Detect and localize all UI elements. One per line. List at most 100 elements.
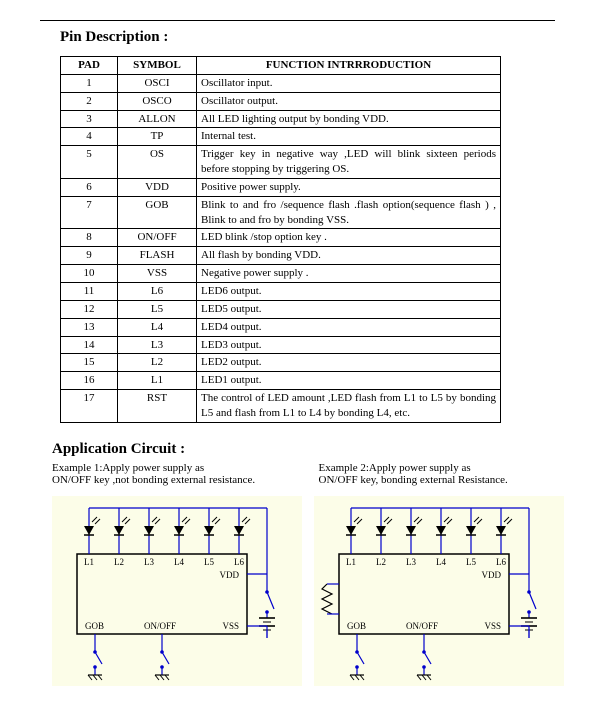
led-icon bbox=[496, 526, 506, 535]
cell-symbol: FLASH bbox=[118, 247, 197, 265]
top-rule bbox=[40, 20, 555, 21]
cell-symbol: L4 bbox=[118, 318, 197, 336]
led-arrow bbox=[414, 517, 419, 522]
ground-icon bbox=[93, 675, 97, 680]
table-row: 1OSCIOscillator input. bbox=[61, 74, 501, 92]
cell-function: All flash by bonding VDD. bbox=[197, 247, 501, 265]
led-arrow bbox=[357, 519, 362, 524]
onoff-label: ON/OFF bbox=[144, 621, 176, 631]
ground-icon bbox=[155, 675, 159, 680]
led-arrow bbox=[384, 517, 389, 522]
led-arrow bbox=[152, 517, 157, 522]
cell-symbol: L5 bbox=[118, 300, 197, 318]
cell-function: LED2 output. bbox=[197, 354, 501, 372]
led-arrow bbox=[95, 519, 100, 524]
led-arrow bbox=[125, 519, 130, 524]
pin-label-top: L1 bbox=[346, 557, 356, 567]
cell-pad: 3 bbox=[61, 110, 118, 128]
ground-icon bbox=[360, 675, 364, 680]
pin-label-top: L4 bbox=[436, 557, 446, 567]
led-arrow bbox=[444, 517, 449, 522]
cell-function: Positive power supply. bbox=[197, 178, 501, 196]
cell-symbol: OSCI bbox=[118, 74, 197, 92]
gob-label: GOB bbox=[347, 621, 366, 631]
th-symbol: SYMBOL bbox=[118, 57, 197, 75]
cell-symbol: OSCO bbox=[118, 92, 197, 110]
pin-label-top: L1 bbox=[84, 557, 94, 567]
cell-symbol: GOB bbox=[118, 196, 197, 229]
vdd-label: VDD bbox=[220, 570, 240, 580]
cell-pad: 6 bbox=[61, 178, 118, 196]
cell-function: LED1 output. bbox=[197, 372, 501, 390]
pin-table: PAD SYMBOL FUNCTION INTRRRODUCTION 1OSCI… bbox=[60, 56, 501, 423]
led-icon bbox=[234, 526, 244, 535]
gob-label: GOB bbox=[85, 621, 104, 631]
cell-function: Oscillator output. bbox=[197, 92, 501, 110]
onoff-label: ON/OFF bbox=[406, 621, 438, 631]
led-icon bbox=[466, 526, 476, 535]
cell-pad: 17 bbox=[61, 390, 118, 423]
led-arrow bbox=[245, 519, 250, 524]
cell-symbol: VSS bbox=[118, 265, 197, 283]
cell-function: Trigger key in negative way ,LED will bl… bbox=[197, 146, 501, 179]
cell-pad: 8 bbox=[61, 229, 118, 247]
ground-icon bbox=[417, 675, 421, 680]
table-row: 7GOBBlink to and fro /sequence flash .fl… bbox=[61, 196, 501, 229]
led-arrow bbox=[92, 517, 97, 522]
table-row: 14L3LED3 output. bbox=[61, 336, 501, 354]
cell-pad: 11 bbox=[61, 282, 118, 300]
pin-label-top: L5 bbox=[204, 557, 214, 567]
example-2-text: Example 2:Apply power supply as ON/OFF k… bbox=[319, 462, 556, 486]
ground-icon bbox=[88, 675, 92, 680]
cell-pad: 13 bbox=[61, 318, 118, 336]
cell-pad: 7 bbox=[61, 196, 118, 229]
led-icon bbox=[84, 526, 94, 535]
example-1-text: Example 1:Apply power supply as ON/OFF k… bbox=[52, 462, 289, 486]
pin-label-top: L4 bbox=[174, 557, 184, 567]
switch-lever bbox=[267, 592, 274, 609]
table-row: 8ON/OFFLED blink /stop option key . bbox=[61, 229, 501, 247]
circuit-2: L1L2L3L4L5L6VDDVSSGOBON/OFF bbox=[314, 496, 564, 686]
cell-pad: 12 bbox=[61, 300, 118, 318]
pin-label-top: L3 bbox=[406, 557, 416, 567]
switch-lever bbox=[162, 652, 169, 664]
led-arrow bbox=[182, 517, 187, 522]
ground-icon bbox=[350, 675, 354, 680]
cell-symbol: ON/OFF bbox=[118, 229, 197, 247]
pin-label-top: L6 bbox=[496, 557, 506, 567]
cell-pad: 2 bbox=[61, 92, 118, 110]
cell-pad: 16 bbox=[61, 372, 118, 390]
table-row: 16L1LED1 output. bbox=[61, 372, 501, 390]
cell-pad: 14 bbox=[61, 336, 118, 354]
circuit-1: L1L2L3L4L5L6VDDVSSGOBON/OFF bbox=[52, 496, 302, 686]
pin-label-top: L2 bbox=[376, 557, 386, 567]
cell-symbol: TP bbox=[118, 128, 197, 146]
led-arrow bbox=[474, 517, 479, 522]
cell-pad: 15 bbox=[61, 354, 118, 372]
cell-symbol: L6 bbox=[118, 282, 197, 300]
cell-function: The control of LED amount ,LED flash fro… bbox=[197, 390, 501, 423]
heading-pin-description: Pin Description : bbox=[60, 29, 555, 46]
led-icon bbox=[406, 526, 416, 535]
ex1-line2: ON/OFF key ,not bonding external resista… bbox=[52, 474, 289, 486]
cell-pad: 10 bbox=[61, 265, 118, 283]
cell-pad: 5 bbox=[61, 146, 118, 179]
vdd-label: VDD bbox=[482, 570, 502, 580]
pin-label-top: L5 bbox=[466, 557, 476, 567]
cell-symbol: L3 bbox=[118, 336, 197, 354]
cell-function: LED4 output. bbox=[197, 318, 501, 336]
led-arrow bbox=[155, 519, 160, 524]
examples-row: Example 1:Apply power supply as ON/OFF k… bbox=[52, 462, 555, 486]
led-icon bbox=[376, 526, 386, 535]
cell-function: LED6 output. bbox=[197, 282, 501, 300]
table-row: 3ALLONAll LED lighting output by bonding… bbox=[61, 110, 501, 128]
pin-label-top: L3 bbox=[144, 557, 154, 567]
vss-label: VSS bbox=[222, 621, 239, 631]
switch-lever bbox=[357, 652, 364, 664]
switch-lever bbox=[529, 592, 536, 609]
cell-pad: 1 bbox=[61, 74, 118, 92]
led-arrow bbox=[477, 519, 482, 524]
table-row: 9FLASHAll flash by bonding VDD. bbox=[61, 247, 501, 265]
ground-icon bbox=[98, 675, 102, 680]
led-icon bbox=[436, 526, 446, 535]
